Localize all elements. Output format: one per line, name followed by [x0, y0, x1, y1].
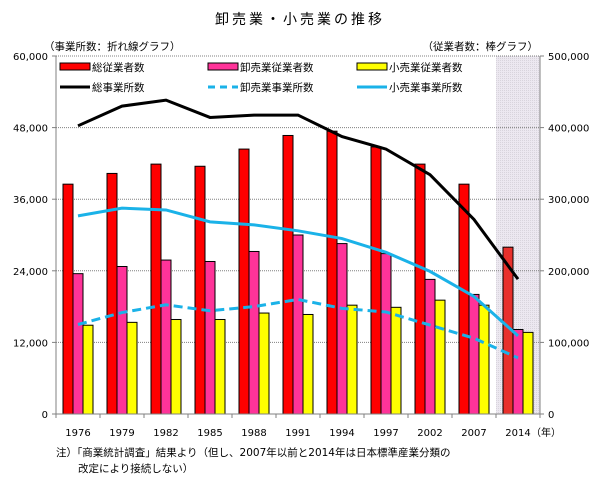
- right-tick-label: 300,000: [548, 195, 589, 206]
- left-tick-label: 0: [42, 410, 48, 421]
- bar-総従業者数-1976: [63, 184, 73, 414]
- bar-卸売業従業者数-2014: [513, 330, 523, 414]
- legend-label: 総従業者数: [92, 61, 145, 74]
- bar-卸売業従業者数-1982: [161, 260, 171, 414]
- left-tick-label: 12,000: [13, 338, 48, 349]
- bar-卸売業従業者数-2002: [425, 279, 435, 414]
- bar-総従業者数-2007: [459, 184, 469, 414]
- bar-卸売業従業者数-1979: [117, 267, 127, 414]
- bar-小売業従業者数-1979: [127, 322, 137, 414]
- right-tick-label: 100,000: [548, 338, 589, 349]
- right-tick-label: 400,000: [548, 124, 589, 135]
- bar-小売業従業者数-2002: [435, 300, 445, 414]
- bar-総従業者数-1991: [283, 135, 293, 414]
- bar-小売業従業者数-2014: [523, 332, 533, 414]
- legend-label: 卸売業事業所数: [240, 81, 314, 94]
- legend-swatch-総従業者数: [60, 63, 90, 70]
- bar-小売業従業者数-1991: [303, 314, 313, 414]
- legend-label: 小売業事業所数: [389, 81, 463, 94]
- note-line-2: 改定により接続しない）: [78, 462, 193, 475]
- x-tick-label: 1976: [65, 428, 90, 439]
- x-tick-label: 1988: [241, 428, 266, 439]
- left-tick-label: 60,000: [13, 52, 48, 63]
- bar-小売業従業者数-1988: [259, 313, 269, 414]
- x-tick-label: 1979: [109, 428, 134, 439]
- bar-小売業従業者数-2007: [479, 305, 489, 414]
- x-tick-label: 2002: [417, 428, 442, 439]
- right-tick-label: 200,000: [548, 267, 589, 278]
- bar-小売業従業者数-1985: [215, 319, 225, 414]
- legend-label: 卸売業従業者数: [240, 61, 314, 74]
- bar-総従業者数-2002: [415, 164, 425, 414]
- bar-卸売業従業者数-1997: [381, 254, 391, 414]
- bar-総従業者数-1997: [371, 147, 381, 414]
- bar-小売業従業者数-1997: [391, 307, 401, 414]
- bar-卸売業従業者数-1985: [205, 261, 215, 414]
- legend-label: 総事業所数: [92, 81, 145, 94]
- bar-総従業者数-1994: [327, 131, 337, 414]
- chart-title: 卸売業・小売業の推移: [215, 12, 385, 28]
- bar-卸売業従業者数-2007: [469, 294, 479, 414]
- x-tick-label: 1991: [285, 428, 310, 439]
- bar-総従業者数-1988: [239, 149, 249, 414]
- right-axis-label: （従業者数：棒グラフ）: [423, 40, 539, 53]
- bar-卸売業従業者数-1994: [337, 244, 347, 414]
- x-unit-label: （年）: [531, 426, 561, 439]
- x-tick-label: 1982: [153, 428, 178, 439]
- left-tick-label: 48,000: [13, 124, 48, 135]
- left-tick-label: 24,000: [13, 267, 48, 278]
- right-tick-label: 0: [548, 410, 554, 421]
- x-tick-label: 1994: [329, 428, 354, 439]
- x-tick-label: 2007: [461, 428, 486, 439]
- x-tick-label: 1997: [373, 428, 398, 439]
- bar-総従業者数-1985: [195, 166, 205, 414]
- note-line-1: 注）「商業統計調査」結果より（但し、2007年以前と2014年は日本標準産業分類…: [56, 446, 450, 459]
- bar-小売業従業者数-1976: [83, 325, 93, 414]
- left-axis-label: （事業所数：折れ線グラフ）: [44, 40, 181, 53]
- bar-小売業従業者数-1982: [171, 319, 181, 414]
- right-tick-label: 500,000: [548, 52, 589, 63]
- legend-swatch-小売業従業者数: [357, 63, 387, 70]
- bar-小売業従業者数-1994: [347, 305, 357, 414]
- x-tick-label: 1985: [197, 428, 222, 439]
- legend-swatch-卸売業従業者数: [208, 63, 238, 70]
- bar-卸売業従業者数-1988: [249, 251, 259, 414]
- bar-総従業者数-1982: [151, 164, 161, 414]
- bar-卸売業従業者数-1991: [293, 235, 303, 414]
- legend-label: 小売業従業者数: [389, 61, 463, 74]
- bar-卸売業従業者数-1976: [73, 274, 83, 414]
- x-tick-label: 2014: [505, 428, 530, 439]
- left-tick-label: 36,000: [13, 195, 48, 206]
